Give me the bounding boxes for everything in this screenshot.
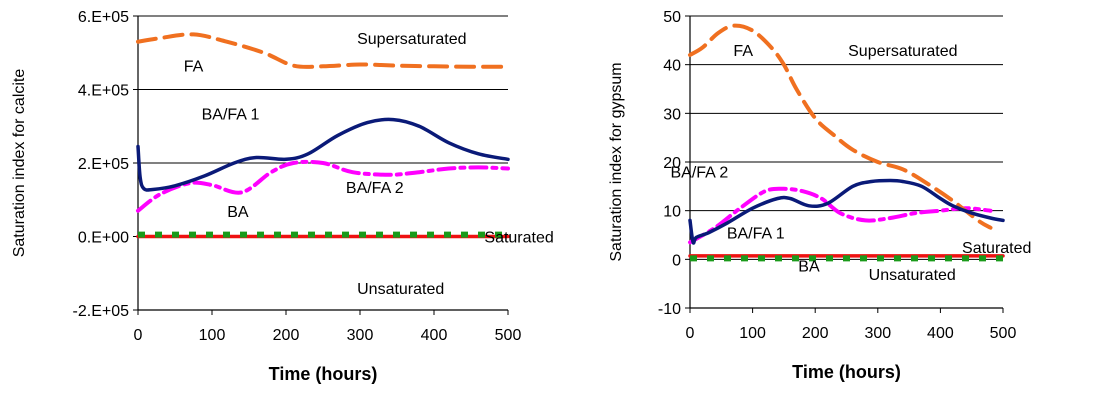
- annotation-saturated: Saturated: [962, 240, 1031, 257]
- annotation-unsaturated: Unsaturated: [869, 267, 956, 284]
- series-line-ba-fa-2: [688, 186, 993, 245]
- y-tick-label: 40: [663, 58, 681, 75]
- gridlines: [138, 15, 508, 237]
- y-tick-label: -2.E+05: [73, 303, 130, 320]
- annotation-supersaturated: Supersaturated: [848, 43, 957, 60]
- x-axis-title: Time (hours): [269, 364, 378, 384]
- y-tick-label: 30: [663, 106, 681, 123]
- annotation-ba-fa-2: BA/FA 2: [346, 180, 404, 197]
- y-tick-label: 50: [663, 9, 681, 26]
- x-tick-label: 100: [739, 325, 766, 342]
- x-tick-label: 0: [686, 325, 695, 342]
- annotation-ba: BA: [227, 204, 249, 221]
- x-tick-label: 300: [347, 327, 374, 344]
- series-line-ba-fa-2: [136, 159, 510, 213]
- calcite-chart: -2.E+05 0.E+00 2.E+05 4.E+05 6.E+05 0 100 200 30…: [11, 9, 554, 384]
- x-tick-label: 0: [134, 327, 143, 344]
- x-tick-label: 200: [802, 325, 829, 342]
- x-tick-label: 500: [990, 325, 1017, 342]
- annotation-fa: FA: [733, 43, 753, 60]
- y-tick-label: 6.E+05: [78, 9, 129, 26]
- y-tick-label: -10: [658, 301, 681, 318]
- annotation-supersaturated: Supersaturated: [357, 31, 466, 48]
- y-axis-title: Saturation index for gypsum: [608, 62, 625, 261]
- x-tick-label: 500: [495, 327, 522, 344]
- y-tick-label: 4.E+05: [78, 83, 129, 100]
- x-tick-label: 400: [421, 327, 448, 344]
- y-tick-label: 0.E+00: [78, 230, 129, 247]
- x-tick-label: 400: [927, 325, 954, 342]
- annotation-saturated: Saturated: [484, 230, 553, 247]
- y-tick-label: 2.E+05: [78, 156, 129, 173]
- y-axis-title: Saturation index for calcite: [11, 69, 28, 258]
- series-line-ba-fa-1: [136, 117, 510, 192]
- y-tick-label: 20: [663, 155, 681, 172]
- annotation-fa: FA: [184, 59, 204, 76]
- annotation-unsaturated: Unsaturated: [357, 281, 444, 298]
- annotation-ba-fa-1: BA/FA 1: [202, 106, 260, 123]
- annotation-ba-fa-2: BA/FA 2: [670, 165, 728, 182]
- x-axis-title: Time (hours): [792, 362, 901, 382]
- series-line-fa: [136, 32, 510, 69]
- y-tick-label: 0: [672, 252, 681, 269]
- series-line-ba-fa-1: [688, 178, 1005, 245]
- x-tick-label: 100: [199, 327, 226, 344]
- series-line-fa: [688, 23, 993, 230]
- annotation-ba-fa-1: BA/FA 1: [727, 226, 785, 243]
- x-tick-label: 300: [864, 325, 891, 342]
- x-tick-label: 200: [273, 327, 300, 344]
- annotation-ba: BA: [798, 259, 820, 276]
- y-tick-label: 10: [663, 204, 681, 221]
